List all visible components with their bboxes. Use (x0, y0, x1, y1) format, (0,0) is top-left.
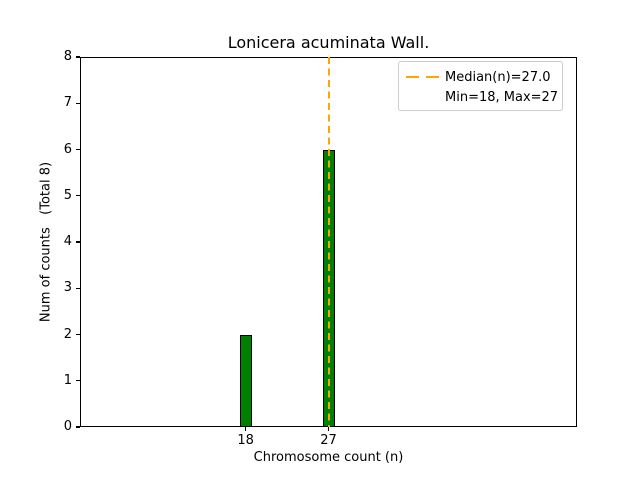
median-line (327, 57, 330, 427)
legend: Median(n)=27.0 Min=18, Max=27 (398, 61, 563, 111)
x-tick-label: 18 (237, 433, 254, 448)
y-tick-mark (76, 380, 80, 382)
y-tick-mark (76, 195, 80, 197)
legend-entry-median: Median(n)=27.0 (406, 67, 562, 87)
legend-swatch-blank (406, 96, 439, 98)
y-tick-mark (76, 333, 80, 336)
y-tick-mark (76, 426, 80, 428)
y-tick-label: 1 (63, 372, 72, 388)
x-tick-label: 27 (320, 433, 337, 448)
y-tick-label: 7 (63, 95, 72, 111)
y-tick-label: 6 (63, 141, 72, 157)
y-tick-label: 3 (63, 280, 72, 296)
y-tick-mark (76, 241, 80, 243)
y-tick-mark (76, 287, 80, 289)
x-tick-mark (327, 427, 330, 431)
legend-entry-minmax: Min=18, Max=27 (406, 87, 562, 107)
y-tick-label: 4 (63, 234, 72, 249)
y-tick-mark (76, 56, 80, 58)
x-axis-label: Chromosome count (n) (253, 450, 404, 465)
y-tick-mark (76, 148, 80, 151)
y-tick-mark (76, 102, 80, 104)
bar (239, 334, 252, 427)
median-dashed-line-swatch (406, 76, 439, 78)
y-tick-label: 0 (63, 419, 72, 434)
x-tick-mark (245, 427, 247, 431)
y-tick-label: 8 (63, 49, 72, 64)
y-tick-label: 2 (63, 326, 72, 342)
legend-label-minmax: Min=18, Max=27 (445, 89, 559, 105)
y-tick-label: 5 (63, 187, 72, 203)
chart-title: Lonicera acuminata Wall. (227, 33, 430, 52)
legend-label-median: Median(n)=27.0 (445, 69, 551, 85)
